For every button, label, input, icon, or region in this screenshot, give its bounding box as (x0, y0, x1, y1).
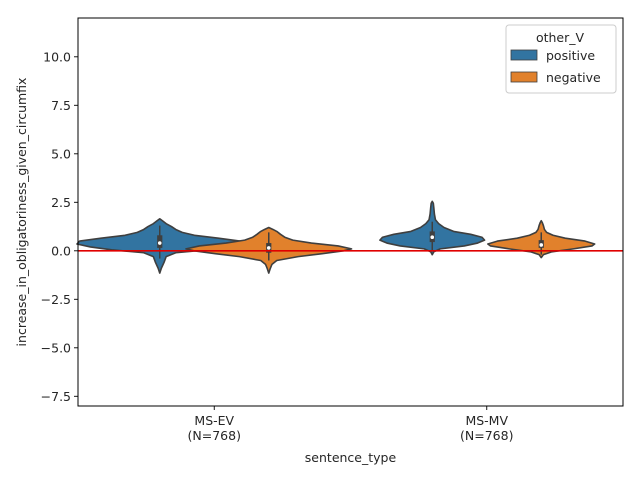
y-tick-label-6: 7.5 (51, 98, 71, 113)
violin-median-3 (539, 243, 544, 247)
x-axis: MS-EV(N=768)MS-MV(N=768) (188, 406, 513, 443)
legend-swatch-positive (510, 49, 538, 61)
x-tick-label-1-line-0: MS-MV (465, 413, 508, 428)
y-axis-label: increase_in_obligatoriness_given_circumf… (14, 78, 29, 347)
plot-frame (77, 17, 624, 407)
y-axis: −7.5 −5.0 −2.5 0.0 2.5 5.0 7.5 10.0 (41, 49, 78, 404)
legend-label-negative: negative (546, 70, 601, 85)
y-tick-label-4: 2.5 (51, 195, 71, 210)
legend-label-positive: positive (546, 48, 595, 63)
violin-median-0 (157, 241, 162, 245)
x-tick-label-1-line-1: (N=768) (460, 428, 513, 443)
y-tick-label-1: −5.0 (41, 340, 71, 355)
x-tick-label-0-line-0: MS-EV (194, 413, 234, 428)
y-tick-label-5: 5.0 (51, 146, 71, 161)
violins-layer (76, 200, 596, 274)
violin-median-2 (430, 235, 435, 240)
legend: other_V positive negative (505, 24, 617, 94)
y-tick-label-0: −7.5 (41, 389, 71, 404)
legend-swatch-negative (510, 71, 538, 83)
legend-title: other_V (536, 30, 585, 45)
y-tick-label-2: −2.5 (41, 292, 71, 307)
y-tick-label-7: 10.0 (43, 49, 71, 64)
x-axis-label: sentence_type (305, 450, 397, 465)
x-tick-label-0-line-1: (N=768) (188, 428, 241, 443)
y-tick-label-3: 0.0 (51, 243, 71, 258)
violin-median-1 (266, 246, 271, 250)
